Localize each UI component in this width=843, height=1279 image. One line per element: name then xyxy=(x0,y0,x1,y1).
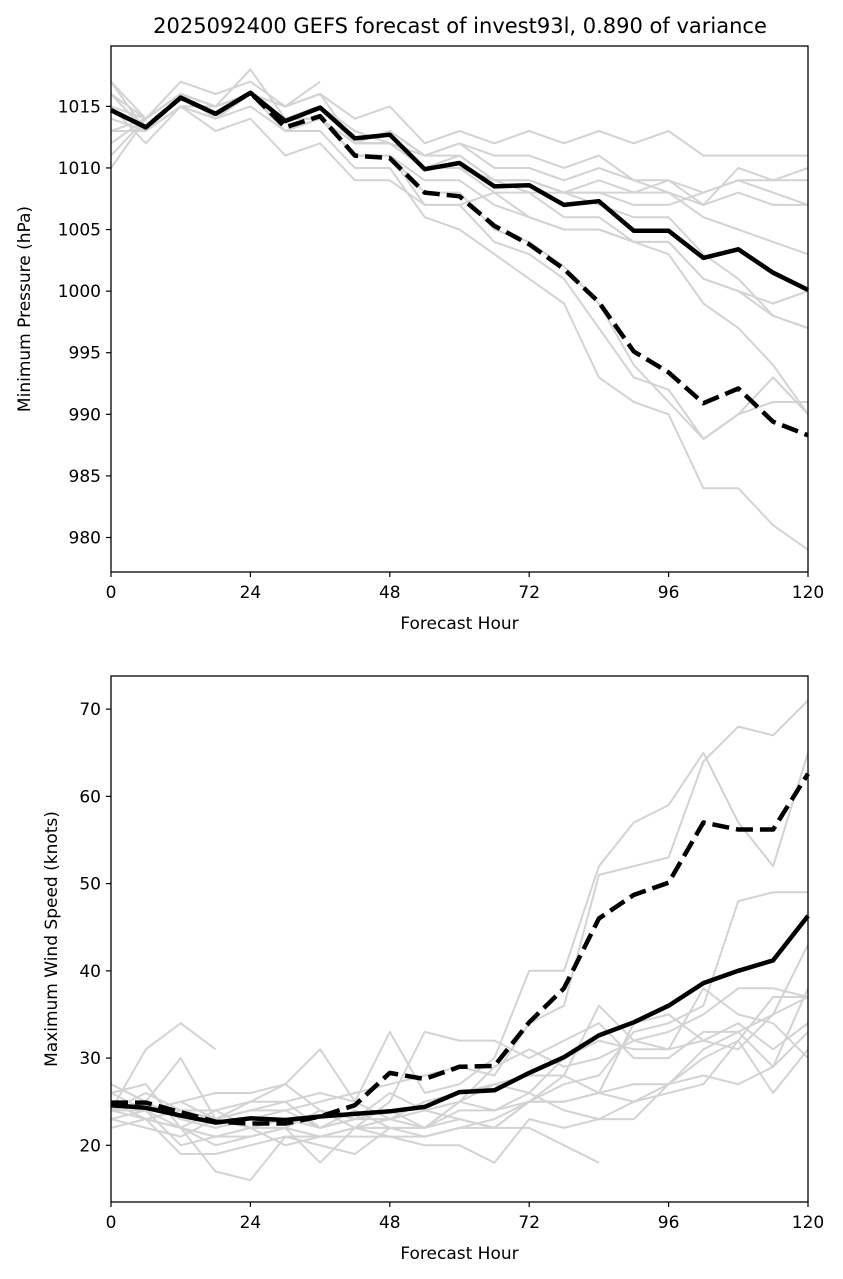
pressure-x-tick-label: 48 xyxy=(379,583,401,603)
pressure-member-line-6 xyxy=(110,105,809,415)
wind-x-tick-label: 96 xyxy=(658,1213,680,1233)
wind-member-line-2 xyxy=(110,699,809,1121)
pressure-x-tick-label: 72 xyxy=(518,583,540,603)
pressure-y-tick-label: 1005 xyxy=(58,221,101,241)
wind-x-axis-label: Forecast Hour xyxy=(400,1244,518,1264)
pressure-x-tick-label: 120 xyxy=(792,583,824,603)
pressure-plot-frame xyxy=(110,45,809,573)
pressure-y-axis-label: Minimum Pressure (hPa) xyxy=(15,206,35,412)
pressure-member-line-2 xyxy=(110,80,808,194)
wind-plot-frame xyxy=(110,675,809,1203)
pressure-x-tick-label: 24 xyxy=(240,583,262,603)
wind-x-tick-label: 0 xyxy=(106,1213,117,1233)
wind-y-tick-label: 50 xyxy=(79,875,101,895)
pressure-x-tick-label: 0 xyxy=(106,583,117,603)
pressure-member-line-13 xyxy=(110,93,809,305)
pressure-y-tick-label: 980 xyxy=(69,529,101,549)
wind-x-tick-label: 24 xyxy=(240,1213,262,1233)
pressure-y-ticks: 980 985 990 995 1000 1005 1010 1015 xyxy=(58,97,111,549)
pressure-panel: 0 24 48 72 96 120 980 985 990 995 1000 1005 1010 101… xyxy=(15,45,824,634)
pressure-y-tick-label: 1010 xyxy=(58,159,101,179)
wind-x-tick-label: 48 xyxy=(379,1213,401,1233)
pressure-member-line-0 xyxy=(110,68,809,206)
pressure-highlight-lines xyxy=(110,90,809,438)
wind-member-line-9 xyxy=(110,996,809,1138)
pressure-y-tick-label: 985 xyxy=(69,467,101,487)
pressure-y-tick-label: 990 xyxy=(69,405,101,425)
wind-y-tick-label: 60 xyxy=(79,787,101,807)
wind-y-tick-label: 20 xyxy=(79,1136,101,1156)
pressure-member-line-8 xyxy=(110,81,808,206)
pressure-solid-line xyxy=(110,90,809,292)
wind-y-tick-label: 70 xyxy=(79,700,101,720)
wind-x-ticks: 0 24 48 72 96 120 xyxy=(106,1202,824,1233)
wind-dashed-line xyxy=(111,772,810,1126)
wind-y-tick-label: 30 xyxy=(79,1049,101,1069)
pressure-member-line-5 xyxy=(110,93,809,440)
wind-member-line-3 xyxy=(111,891,808,1147)
wind-highlight-lines xyxy=(110,772,810,1126)
wind-member-line-0 xyxy=(110,1022,217,1111)
wind-y-axis-label: Maximum Wind Speed (knots) xyxy=(42,811,62,1067)
wind-x-tick-label: 72 xyxy=(518,1213,540,1233)
pressure-member-line-4 xyxy=(111,105,809,551)
wind-solid-line xyxy=(110,914,810,1125)
wind-member-lines xyxy=(110,699,809,1182)
pressure-dashed-line xyxy=(110,90,809,438)
pressure-member-line-11 xyxy=(110,93,809,330)
wind-member-line-11 xyxy=(110,987,809,1121)
pressure-member-line-1 xyxy=(110,93,808,157)
pressure-member-line-7 xyxy=(110,93,809,206)
wind-member-line-10 xyxy=(110,1022,809,1129)
pressure-y-tick-label: 1000 xyxy=(58,282,101,302)
pressure-y-tick-label: 1015 xyxy=(58,97,101,117)
wind-x-tick-label: 120 xyxy=(792,1213,824,1233)
wind-y-ticks: 20 30 40 50 60 70 xyxy=(79,700,111,1156)
pressure-x-ticks: 0 24 48 72 96 120 xyxy=(106,572,824,603)
pressure-y-tick-label: 995 xyxy=(69,344,101,364)
wind-member-line-8 xyxy=(110,987,809,1129)
pressure-member-line-12 xyxy=(110,80,321,132)
pressure-x-tick-label: 96 xyxy=(658,583,680,603)
wind-member-line-1 xyxy=(110,751,809,1121)
pressure-x-axis-label: Forecast Hour xyxy=(400,614,518,634)
pressure-member-lines xyxy=(110,68,809,551)
wind-y-tick-label: 40 xyxy=(79,962,101,982)
wind-member-line-6 xyxy=(110,996,808,1182)
figure-title: 2025092400 GEFS forecast of invest93l, 0… xyxy=(153,14,767,38)
pressure-member-line-3 xyxy=(110,93,808,440)
pressure-member-line-10 xyxy=(110,93,809,330)
wind-member-line-13 xyxy=(110,1109,600,1164)
